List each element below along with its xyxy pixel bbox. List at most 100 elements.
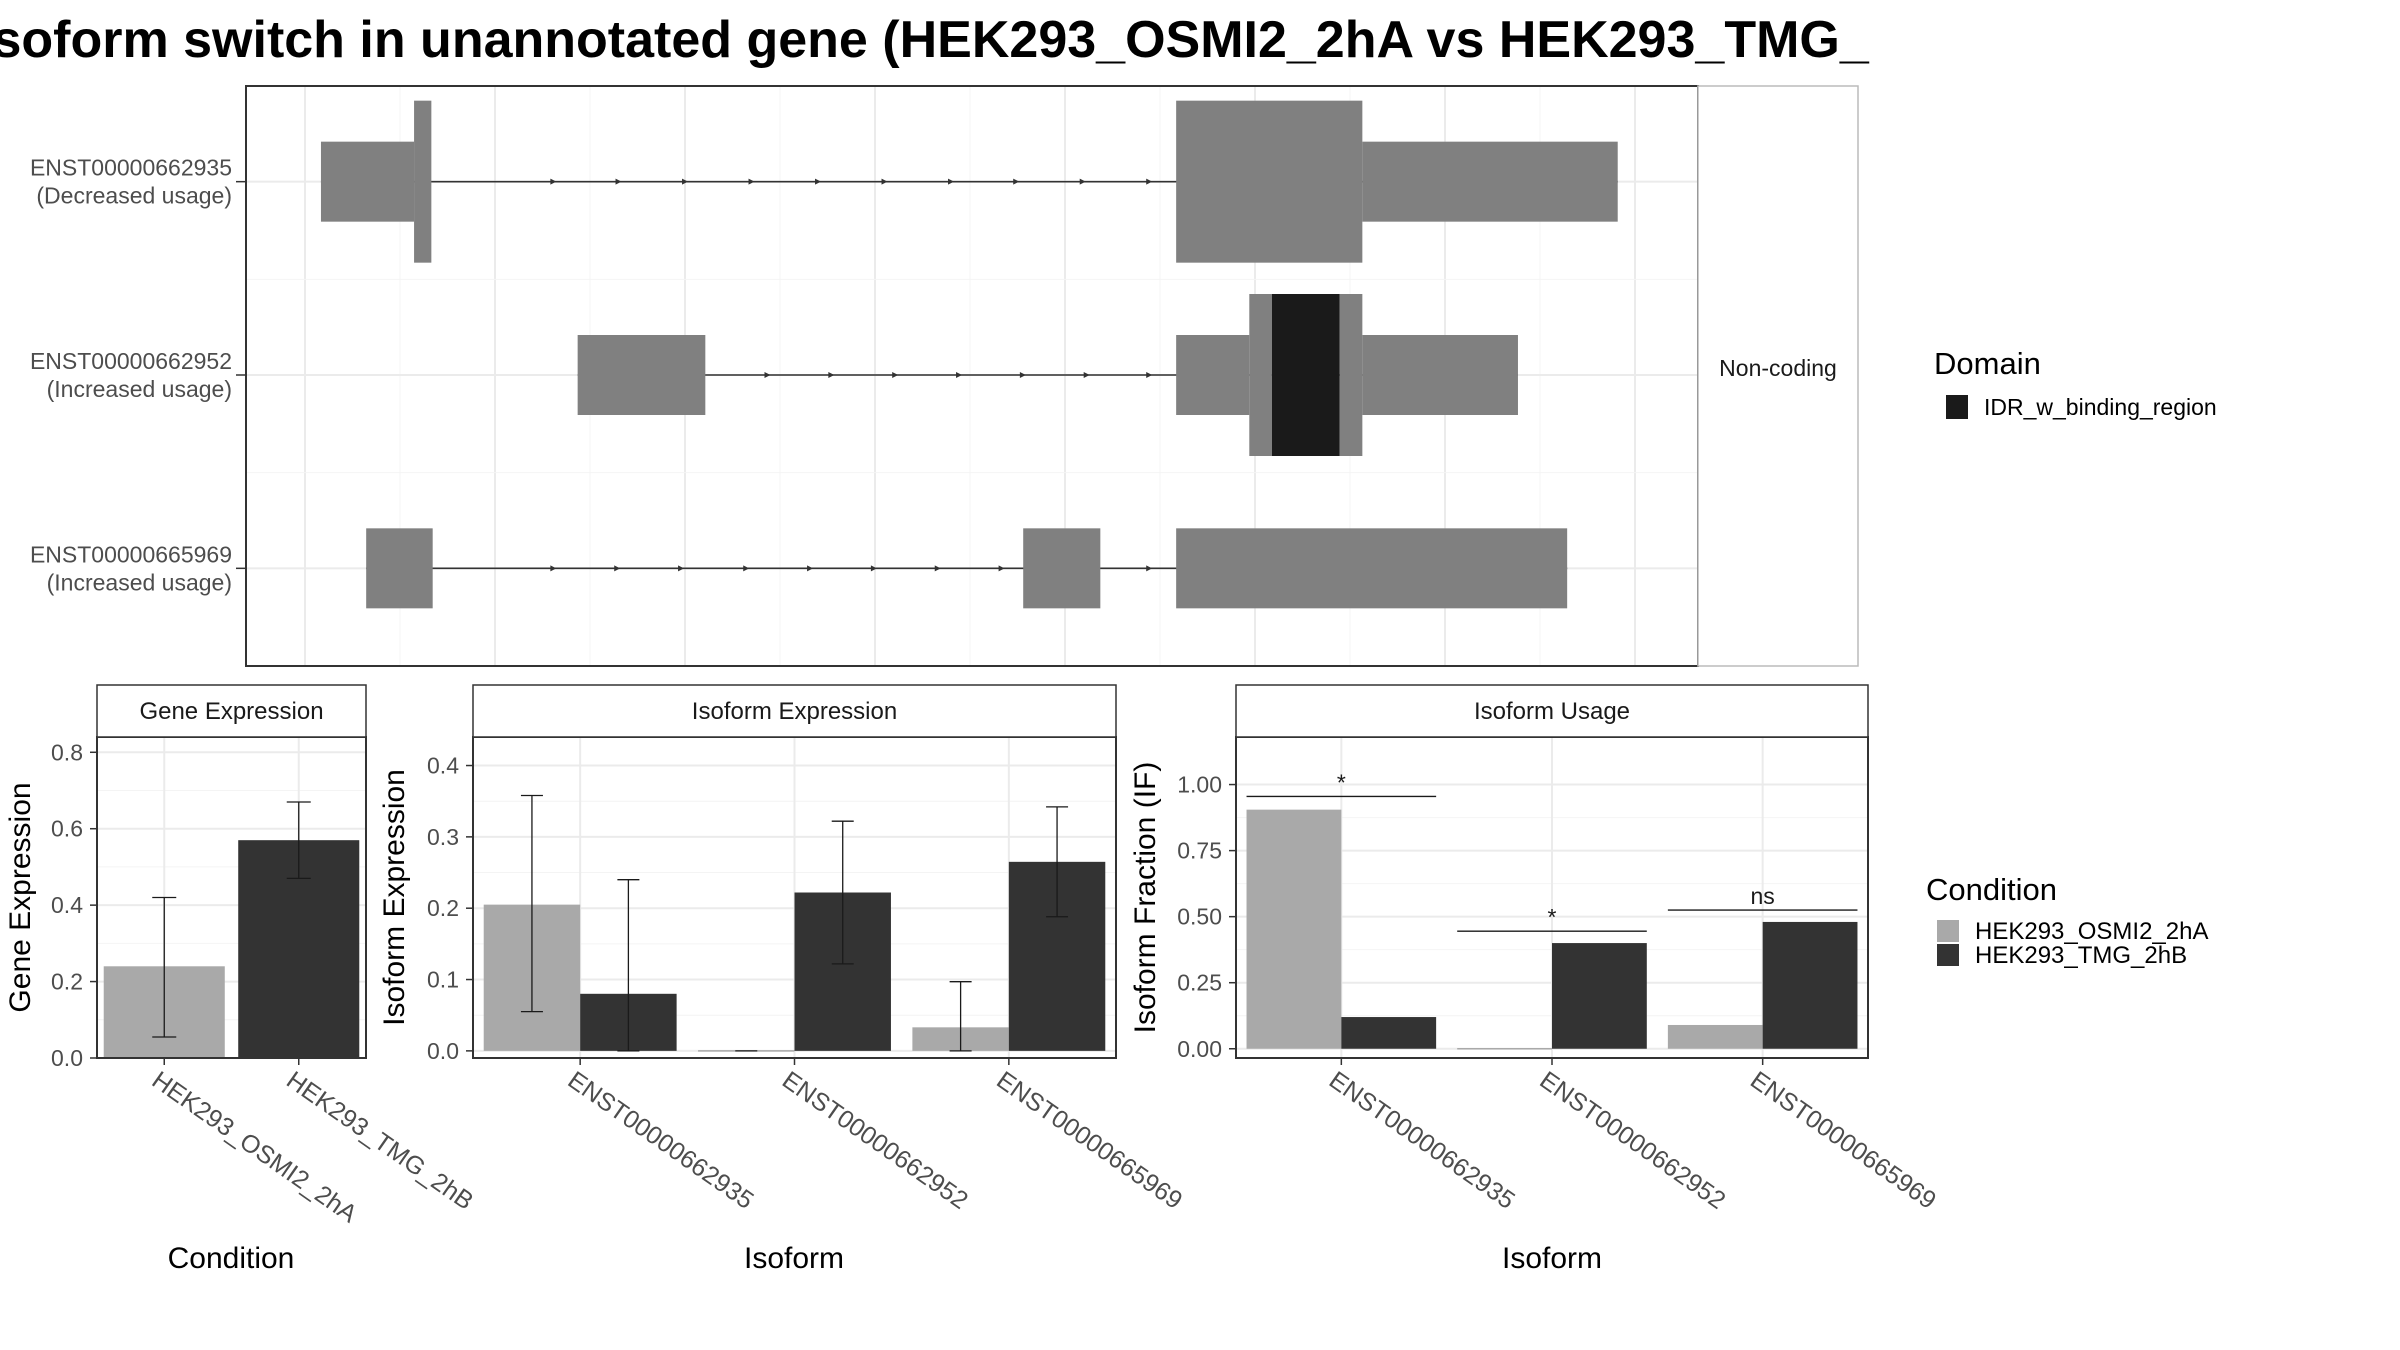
x-axis-title: Condition <box>168 1242 295 1275</box>
y-tick-label: 0.0 <box>427 1038 459 1064</box>
y-tick-label: 0.2 <box>51 969 83 995</box>
intron-arrow <box>764 372 771 378</box>
y-axis-title: Isoform Expression <box>378 769 411 1026</box>
intron-arrow <box>998 565 1005 572</box>
panel-strip <box>96 684 367 738</box>
intron-arrow <box>934 565 941 572</box>
x-category-label: ENST00000665969 <box>991 1066 1187 1215</box>
transcript-id-label: ENST00000665969 <box>30 541 232 567</box>
exon-block <box>1176 528 1568 609</box>
intron-arrow <box>678 565 685 572</box>
condition-legend-label: HEK293_OSMI2_2hA <box>1975 918 2208 945</box>
exon-block <box>320 141 415 222</box>
exon-block <box>1249 294 1272 456</box>
x-category-label: ENST00000662935 <box>563 1066 759 1215</box>
significance-label: * <box>1337 769 1346 795</box>
panel-title: Gene Expression <box>139 698 323 725</box>
intron-arrow <box>1146 372 1153 378</box>
bar <box>1552 943 1647 1049</box>
exon-block <box>1176 100 1363 263</box>
domain-block <box>1271 294 1340 456</box>
transcript-usage-label: (Increased usage) <box>47 376 232 402</box>
exon-block <box>1023 528 1101 609</box>
significance-label: ns <box>1751 883 1775 909</box>
intron-arrow <box>614 565 621 572</box>
intron-arrow <box>748 178 755 185</box>
intron-arrow <box>1146 565 1153 572</box>
condition-legend-title: Condition <box>1926 872 2057 907</box>
y-tick-label: 0.4 <box>51 892 83 918</box>
y-tick-label: 0.8 <box>51 739 83 765</box>
bar <box>1341 1017 1437 1049</box>
significance-label: * <box>1548 904 1557 930</box>
facet-label: Non-coding <box>1719 355 1837 381</box>
y-tick-label: 0.1 <box>427 967 459 993</box>
intron-arrow <box>1083 372 1090 378</box>
intron-arrow <box>870 565 877 572</box>
y-tick-label: 1.00 <box>1177 772 1222 798</box>
intron-arrow <box>1019 372 1026 378</box>
intron-arrow <box>1013 178 1020 185</box>
intron-arrow <box>682 178 689 185</box>
exon-block <box>1362 335 1518 415</box>
panel-title: Isoform Usage <box>1474 698 1630 725</box>
intron-arrow <box>948 178 955 185</box>
exon-block <box>1339 294 1363 456</box>
domain-legend: Domain IDR_w_binding_region <box>1934 346 2217 420</box>
x-category-label: ENST00000665969 <box>1745 1066 1941 1215</box>
transcript-id-label: ENST00000662952 <box>30 348 232 374</box>
intron-arrow <box>550 565 557 572</box>
y-axis-title: Isoform Fraction (IF) <box>1129 762 1162 1034</box>
panel-strip <box>1235 684 1869 738</box>
y-tick-label: 0.25 <box>1177 970 1222 996</box>
x-category-label: ENST00000662935 <box>1324 1066 1520 1215</box>
intron-arrow <box>881 178 888 185</box>
bar <box>1246 809 1342 1049</box>
condition-legend-swatch <box>1937 920 1959 942</box>
facet-strip <box>1697 85 1859 667</box>
intron-arrow <box>615 178 622 185</box>
transcript-usage-label: (Decreased usage) <box>36 183 232 209</box>
y-tick-label: 0.00 <box>1177 1036 1222 1062</box>
bar-chart-panels: 0.00.20.40.60.8HEK293_OSMI2_2hAHEK293_TM… <box>4 684 1941 1275</box>
figure-title: Isoform switch in unannotated gene (HEK2… <box>0 11 1870 69</box>
panel-strip <box>472 684 1117 738</box>
intron-arrow <box>956 372 963 378</box>
figure-title-container: Isoform switch in unannotated gene (HEK2… <box>0 6 1870 86</box>
y-tick-label: 0.4 <box>427 753 459 779</box>
intron-arrow <box>815 178 822 185</box>
transcript-usage-label: (Increased usage) <box>47 569 232 595</box>
domain-legend-label: IDR_w_binding_region <box>1984 394 2217 420</box>
y-tick-label: 0.0 <box>51 1045 83 1071</box>
domain-legend-swatch <box>1946 395 1968 419</box>
intron-arrow <box>743 565 750 572</box>
intron-arrow <box>1079 178 1086 185</box>
transcript-structure-panel: ENST00000662935(Decreased usage) ENST0000… <box>30 85 1859 667</box>
exon-block <box>577 335 706 415</box>
x-axis-title: Isoform <box>744 1242 844 1275</box>
intron-arrow <box>1146 178 1153 185</box>
x-category-label: ENST00000662952 <box>777 1066 973 1215</box>
exon-block <box>1362 141 1618 222</box>
x-category-label: ENST00000662952 <box>1535 1066 1731 1215</box>
x-axis-title: Isoform <box>1502 1242 1602 1275</box>
bar <box>1762 921 1858 1049</box>
y-axis-title: Gene Expression <box>4 782 37 1012</box>
y-tick-label: 0.3 <box>427 824 459 850</box>
transcript-id-label: ENST00000662935 <box>30 155 232 181</box>
y-tick-label: 0.75 <box>1177 838 1222 864</box>
intron-arrow <box>807 565 814 572</box>
y-tick-label: 0.2 <box>427 895 459 921</box>
condition-legend-label: HEK293_TMG_2hB <box>1975 942 2187 969</box>
intron-arrow <box>828 372 835 378</box>
exon-block <box>366 528 433 609</box>
exon-block <box>1176 335 1250 415</box>
bar <box>1667 1024 1763 1049</box>
panel-title: Isoform Expression <box>692 698 897 725</box>
exon-block <box>414 100 432 263</box>
intron-arrow <box>550 178 557 185</box>
